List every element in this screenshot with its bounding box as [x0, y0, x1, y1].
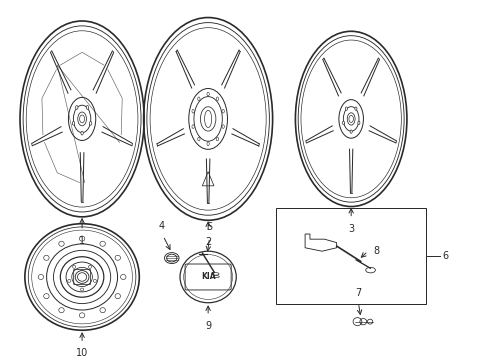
Ellipse shape [76, 105, 78, 109]
Text: 4: 4 [159, 221, 165, 231]
Ellipse shape [349, 130, 351, 133]
Text: 2: 2 [204, 238, 211, 247]
Ellipse shape [43, 294, 49, 299]
Ellipse shape [89, 121, 92, 125]
Ellipse shape [77, 273, 86, 281]
Ellipse shape [79, 236, 84, 241]
Text: 1: 1 [79, 236, 85, 246]
Ellipse shape [216, 137, 218, 141]
Text: 9: 9 [204, 321, 211, 331]
Ellipse shape [72, 265, 76, 268]
Ellipse shape [100, 241, 105, 246]
Ellipse shape [75, 271, 89, 283]
Text: 5: 5 [206, 222, 212, 232]
Text: 6: 6 [442, 251, 447, 261]
Ellipse shape [357, 121, 359, 125]
Ellipse shape [206, 92, 209, 96]
Ellipse shape [115, 255, 120, 260]
Ellipse shape [81, 131, 83, 135]
Ellipse shape [354, 107, 356, 110]
Ellipse shape [222, 109, 224, 113]
Ellipse shape [206, 142, 209, 145]
Ellipse shape [204, 110, 211, 127]
Ellipse shape [86, 105, 88, 109]
Ellipse shape [43, 255, 49, 260]
Text: 8: 8 [372, 246, 378, 256]
Ellipse shape [67, 279, 71, 282]
Ellipse shape [80, 115, 84, 123]
Ellipse shape [192, 109, 194, 113]
Ellipse shape [197, 137, 200, 141]
Ellipse shape [93, 279, 96, 282]
Ellipse shape [100, 308, 105, 313]
Bar [275, 208, 426, 305]
Text: 10: 10 [76, 348, 88, 359]
Text: KIA: KIA [201, 273, 215, 282]
Ellipse shape [342, 121, 344, 125]
Ellipse shape [216, 97, 218, 101]
Ellipse shape [121, 274, 126, 279]
Ellipse shape [348, 116, 353, 122]
Ellipse shape [115, 294, 120, 299]
Ellipse shape [192, 125, 194, 129]
Ellipse shape [88, 265, 91, 268]
Ellipse shape [79, 313, 84, 318]
Ellipse shape [81, 288, 83, 291]
Ellipse shape [345, 107, 347, 110]
Ellipse shape [59, 241, 64, 246]
Ellipse shape [222, 125, 224, 129]
Text: 7: 7 [355, 288, 361, 298]
Text: 3: 3 [347, 224, 353, 234]
Ellipse shape [38, 274, 43, 279]
Ellipse shape [197, 97, 200, 101]
Ellipse shape [72, 121, 75, 125]
Ellipse shape [59, 308, 64, 313]
